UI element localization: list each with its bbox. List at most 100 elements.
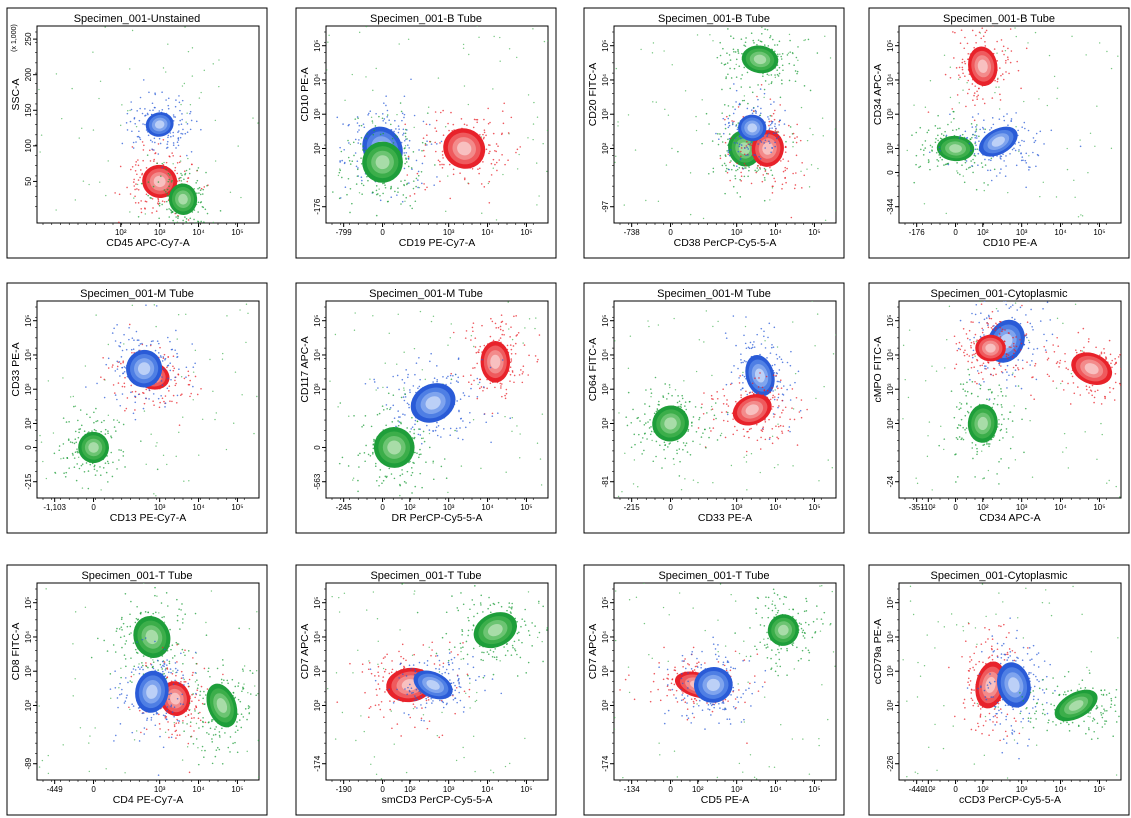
event-dot xyxy=(426,134,428,137)
event-dot xyxy=(768,418,770,421)
event-dot xyxy=(716,391,718,393)
event-dot xyxy=(178,161,181,164)
event-dot xyxy=(680,406,682,408)
event-dot xyxy=(131,391,134,393)
event-dot xyxy=(959,134,962,137)
event-dot xyxy=(781,361,784,364)
event-dot xyxy=(409,460,411,463)
event-dot xyxy=(413,436,416,439)
event-dot xyxy=(719,434,722,437)
event-dot xyxy=(772,394,774,397)
event-dot xyxy=(47,380,50,382)
event-dot xyxy=(356,175,359,177)
event-dot xyxy=(137,159,139,161)
event-dot xyxy=(689,454,692,456)
event-dot xyxy=(491,415,494,417)
event-dot xyxy=(403,147,406,150)
event-dot xyxy=(955,128,958,131)
event-dot xyxy=(373,378,375,381)
event-dot xyxy=(926,455,929,458)
event-dot xyxy=(131,337,134,339)
event-dot xyxy=(403,387,405,389)
event-dot xyxy=(970,123,973,125)
event-dot xyxy=(763,92,766,95)
event-dot xyxy=(711,374,713,377)
event-dot xyxy=(471,326,474,329)
event-dot xyxy=(149,160,152,162)
event-dot xyxy=(803,85,806,87)
event-dot xyxy=(482,133,484,136)
event-dot xyxy=(137,164,140,167)
event-dot xyxy=(781,64,784,67)
event-dot xyxy=(770,122,773,125)
event-dot xyxy=(171,211,174,214)
event-dot xyxy=(788,33,791,36)
y-tick-label: -176 xyxy=(313,198,322,215)
event-dot xyxy=(358,31,361,34)
event-dot xyxy=(402,194,405,196)
event-dot xyxy=(835,209,836,212)
event-dot xyxy=(1044,349,1047,351)
event-dot xyxy=(511,370,514,372)
event-dot xyxy=(352,141,355,144)
event-dot xyxy=(430,143,433,145)
event-dot xyxy=(779,96,782,99)
event-dot xyxy=(778,405,780,407)
event-dot xyxy=(104,433,107,435)
event-dot xyxy=(139,107,141,110)
event-dot xyxy=(107,367,110,369)
event-dot xyxy=(77,451,79,454)
event-dot xyxy=(408,403,410,406)
event-dot xyxy=(1005,71,1007,73)
event-dot xyxy=(726,171,729,174)
event-dot xyxy=(178,431,180,434)
event-dot xyxy=(132,412,135,415)
event-dot xyxy=(493,35,495,38)
event-dot xyxy=(1046,104,1049,107)
event-dot xyxy=(703,341,705,343)
event-dot xyxy=(470,339,472,341)
event-dot xyxy=(421,369,424,371)
event-dot xyxy=(769,36,771,39)
event-dot xyxy=(759,112,762,115)
event-dot xyxy=(1110,67,1113,70)
event-dot xyxy=(163,353,166,356)
event-dot xyxy=(987,324,989,327)
event-dot xyxy=(768,127,771,130)
event-dot xyxy=(166,208,168,211)
event-dot xyxy=(142,159,144,162)
event-dot xyxy=(765,375,768,378)
event-dot xyxy=(1000,168,1002,170)
event-dot xyxy=(143,144,145,147)
event-dot xyxy=(473,379,475,382)
event-dot xyxy=(371,122,374,124)
event-dot xyxy=(973,342,975,345)
event-dot xyxy=(492,158,495,161)
event-dot xyxy=(759,139,762,142)
event-dot xyxy=(736,162,738,165)
event-dot xyxy=(742,382,744,384)
event-dot xyxy=(624,452,626,454)
event-dot xyxy=(435,150,437,153)
x-tick-label: 10³ xyxy=(1016,503,1028,512)
event-dot xyxy=(974,85,977,87)
event-dot xyxy=(487,182,490,185)
event-dot xyxy=(517,332,520,334)
event-dot xyxy=(777,393,780,395)
event-dot xyxy=(539,458,542,460)
event-dot xyxy=(978,31,981,34)
event-dot xyxy=(1118,496,1121,498)
event-dot xyxy=(722,388,724,390)
event-dot xyxy=(121,385,124,388)
event-dot xyxy=(787,160,790,162)
event-dot xyxy=(756,95,758,98)
event-dot xyxy=(509,361,512,364)
event-dot xyxy=(172,114,175,116)
event-dot xyxy=(478,387,481,390)
flow-plot: Specimen_001-M Tube-1,103 0 10³ 10⁴ 10⁵-2150… xyxy=(6,282,268,534)
event-dot xyxy=(495,150,498,153)
event-dot xyxy=(185,169,188,172)
event-dot xyxy=(975,128,978,131)
event-dot xyxy=(411,426,414,428)
event-dot xyxy=(170,378,172,381)
